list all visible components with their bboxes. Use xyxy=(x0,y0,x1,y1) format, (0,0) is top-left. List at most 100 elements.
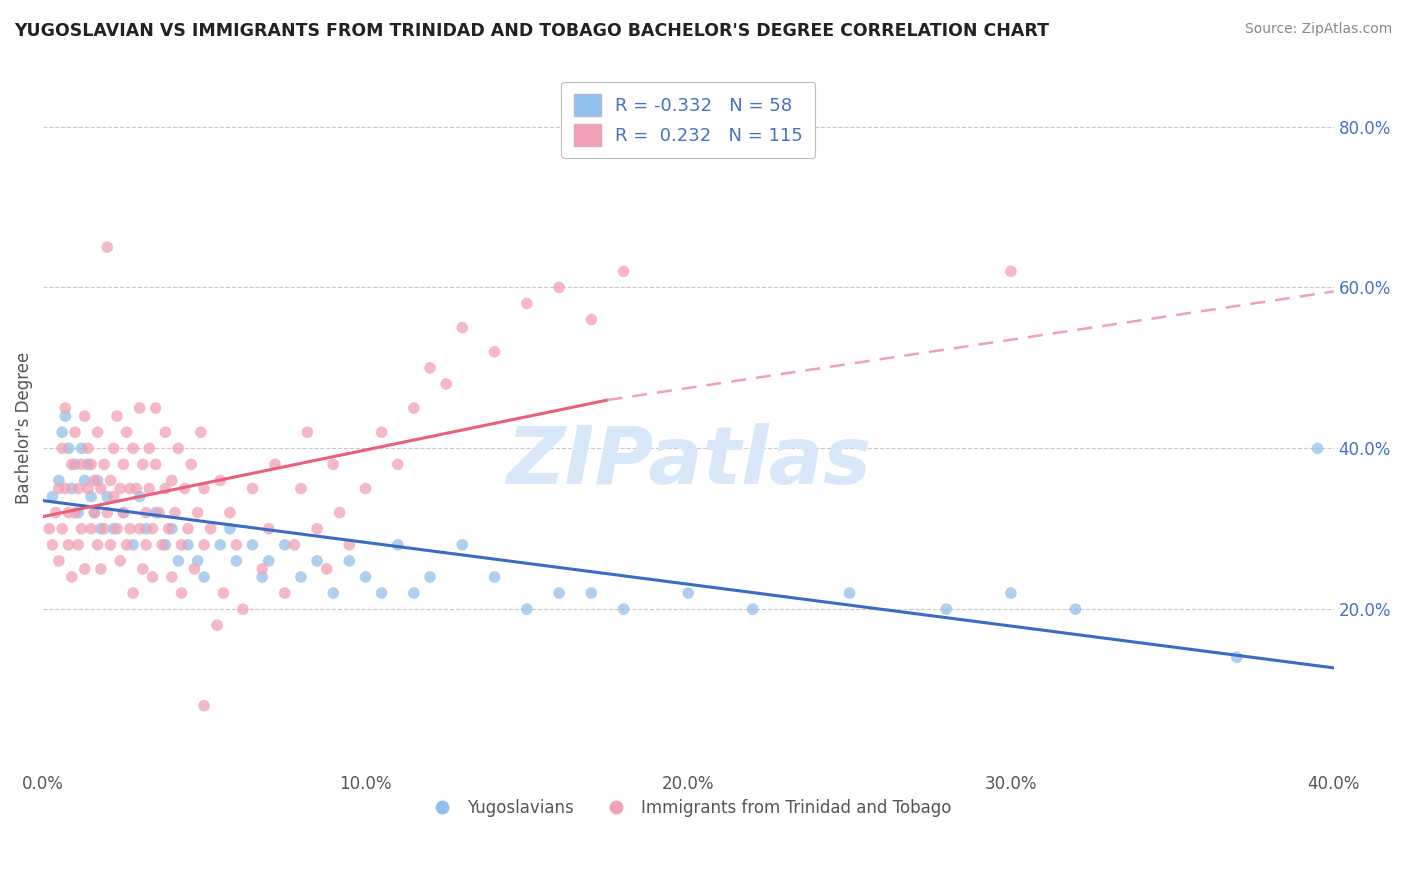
Point xyxy=(122,538,145,552)
Point xyxy=(581,312,603,326)
Point xyxy=(96,240,118,254)
Point xyxy=(193,538,215,552)
Point xyxy=(193,698,215,713)
Point xyxy=(155,425,177,440)
Point xyxy=(90,482,112,496)
Point xyxy=(100,474,122,488)
Point xyxy=(264,458,287,472)
Text: ZIPatlas: ZIPatlas xyxy=(506,424,870,501)
Point xyxy=(257,522,280,536)
Point xyxy=(1064,602,1087,616)
Point xyxy=(173,482,195,496)
Point xyxy=(548,280,571,294)
Point xyxy=(1000,586,1022,600)
Point xyxy=(193,482,215,496)
Point xyxy=(484,570,506,584)
Point xyxy=(48,482,70,496)
Point xyxy=(138,442,160,456)
Point xyxy=(190,425,212,440)
Point xyxy=(155,538,177,552)
Point xyxy=(613,602,636,616)
Point xyxy=(307,554,329,568)
Point xyxy=(183,562,205,576)
Point xyxy=(434,376,457,391)
Point xyxy=(354,482,377,496)
Point xyxy=(70,458,93,472)
Point xyxy=(676,586,699,600)
Point xyxy=(51,522,73,536)
Point xyxy=(60,570,83,584)
Y-axis label: Bachelor's Degree: Bachelor's Degree xyxy=(15,352,32,504)
Point xyxy=(60,482,83,496)
Point xyxy=(219,506,242,520)
Point xyxy=(67,506,90,520)
Point xyxy=(132,562,155,576)
Point xyxy=(58,442,80,456)
Point xyxy=(108,554,131,568)
Point xyxy=(613,264,636,278)
Point xyxy=(274,538,297,552)
Point xyxy=(128,401,150,415)
Point xyxy=(77,458,100,472)
Point xyxy=(209,538,232,552)
Text: Source: ZipAtlas.com: Source: ZipAtlas.com xyxy=(1244,22,1392,37)
Point xyxy=(170,538,193,552)
Point xyxy=(141,522,163,536)
Point xyxy=(48,474,70,488)
Point xyxy=(135,538,157,552)
Point xyxy=(141,570,163,584)
Point xyxy=(322,458,344,472)
Point xyxy=(387,458,409,472)
Point xyxy=(250,562,273,576)
Point xyxy=(67,538,90,552)
Point xyxy=(100,538,122,552)
Point xyxy=(96,490,118,504)
Legend: Yugoslavians, Immigrants from Trinidad and Tobago: Yugoslavians, Immigrants from Trinidad a… xyxy=(419,792,957,823)
Point xyxy=(838,586,860,600)
Point xyxy=(103,490,125,504)
Point xyxy=(257,554,280,568)
Point xyxy=(115,538,138,552)
Point xyxy=(165,506,187,520)
Point xyxy=(187,506,209,520)
Point xyxy=(484,344,506,359)
Point xyxy=(283,538,305,552)
Point xyxy=(51,425,73,440)
Point xyxy=(232,602,254,616)
Point xyxy=(209,474,232,488)
Point xyxy=(402,586,425,600)
Point xyxy=(225,538,247,552)
Point xyxy=(60,458,83,472)
Point xyxy=(242,538,264,552)
Point xyxy=(242,482,264,496)
Point xyxy=(212,586,235,600)
Point xyxy=(354,570,377,584)
Point xyxy=(177,538,200,552)
Point xyxy=(167,554,190,568)
Point xyxy=(451,538,474,552)
Point xyxy=(180,458,202,472)
Point xyxy=(63,506,86,520)
Point xyxy=(387,538,409,552)
Point xyxy=(41,490,63,504)
Point xyxy=(128,490,150,504)
Point xyxy=(112,506,135,520)
Point xyxy=(41,538,63,552)
Point xyxy=(370,425,392,440)
Point xyxy=(160,522,183,536)
Point xyxy=(307,522,329,536)
Point xyxy=(115,425,138,440)
Point xyxy=(51,442,73,456)
Point xyxy=(135,522,157,536)
Point xyxy=(63,458,86,472)
Point xyxy=(145,458,167,472)
Point xyxy=(274,586,297,600)
Point xyxy=(53,409,76,423)
Point xyxy=(93,522,115,536)
Point xyxy=(419,570,441,584)
Point xyxy=(86,425,108,440)
Point xyxy=(935,602,957,616)
Point xyxy=(581,586,603,600)
Point xyxy=(315,562,337,576)
Point xyxy=(73,562,96,576)
